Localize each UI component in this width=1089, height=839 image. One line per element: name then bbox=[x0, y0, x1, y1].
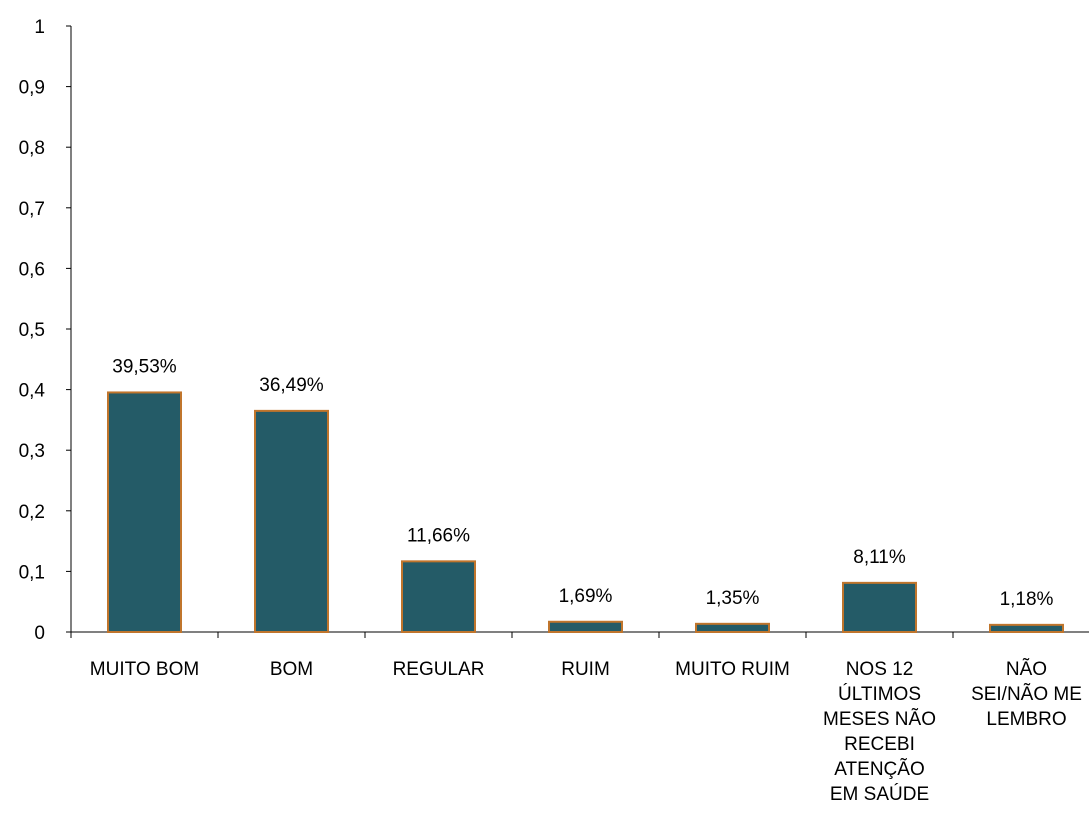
bar bbox=[989, 623, 1064, 633]
bar bbox=[401, 560, 476, 633]
data-label: 8,11% bbox=[853, 547, 906, 568]
y-tick-label: 0,6 bbox=[19, 259, 45, 280]
data-label: 11,66% bbox=[407, 525, 470, 546]
data-labels: 39,53% 36,49% 11,66% 1,69% 1,35% 8,11% 1,18% bbox=[112, 356, 1053, 609]
bar bbox=[254, 409, 329, 633]
category-label-line: MESES NÃO bbox=[823, 708, 936, 730]
category-label: BOM bbox=[270, 659, 313, 680]
category-label-line: BOM bbox=[270, 659, 313, 680]
y-tick-label: 0,2 bbox=[19, 502, 45, 523]
y-tick-label: 0,1 bbox=[19, 562, 45, 583]
category-label-line: LEMBRO bbox=[986, 709, 1066, 730]
y-tick-label: 0,3 bbox=[19, 441, 45, 462]
data-label: 1,18% bbox=[1000, 589, 1054, 610]
category-labels: MUITO BOM BOM REGULAR RUIM MUITO RUIM NOS 12 Ú… bbox=[90, 658, 1082, 805]
category-label: NÃO SEI/NÃO ME LEMBRO bbox=[971, 658, 1082, 730]
category-label-line: ATENÇÃO bbox=[834, 758, 924, 780]
category-label: REGULAR bbox=[393, 659, 485, 680]
category-label-line: MUITO RUIM bbox=[675, 659, 790, 680]
data-label: 36,49% bbox=[259, 375, 324, 396]
data-label: 1,35% bbox=[706, 588, 760, 609]
y-tick-label: 0,5 bbox=[19, 320, 45, 341]
category-label-line: NOS 12 bbox=[846, 659, 914, 680]
y-tick-label: 0,7 bbox=[19, 199, 45, 220]
category-label-line: NÃO bbox=[1006, 658, 1047, 680]
category-label-line: SEI/NÃO ME bbox=[971, 683, 1082, 705]
category-label-line: RUIM bbox=[561, 659, 610, 680]
y-axis: 0 0,1 0,2 0,3 0,4 0,5 0,6 0,7 0,8 0,9 1 bbox=[19, 17, 72, 644]
category-label: NOS 12 ÚLTIMOS MESES NÃO RECEBI ATENÇÃO EM SA… bbox=[823, 659, 936, 805]
bar bbox=[107, 391, 182, 634]
category-label-line: EM SAÚDE bbox=[830, 783, 929, 805]
category-label: MUITO RUIM bbox=[675, 659, 790, 680]
category-label: RUIM bbox=[561, 659, 610, 680]
category-label-line: REGULAR bbox=[393, 659, 485, 680]
y-tick-label: 0,9 bbox=[19, 78, 45, 99]
y-tick-label: 0 bbox=[34, 623, 45, 644]
y-tick-label: 0,8 bbox=[19, 138, 45, 159]
y-tick-label: 1 bbox=[34, 17, 45, 38]
category-label: MUITO BOM bbox=[90, 659, 199, 680]
bar bbox=[548, 620, 623, 634]
category-label-line: RECEBI bbox=[844, 734, 915, 755]
bar bbox=[842, 581, 917, 633]
y-tick-label: 0,4 bbox=[19, 381, 46, 402]
data-label: 1,69% bbox=[559, 586, 613, 607]
data-label: 39,53% bbox=[112, 356, 177, 377]
category-label-line: MUITO BOM bbox=[90, 659, 199, 680]
bars bbox=[107, 391, 1064, 634]
category-label-line: ÚLTIMOS bbox=[838, 683, 921, 705]
bar bbox=[695, 622, 770, 633]
